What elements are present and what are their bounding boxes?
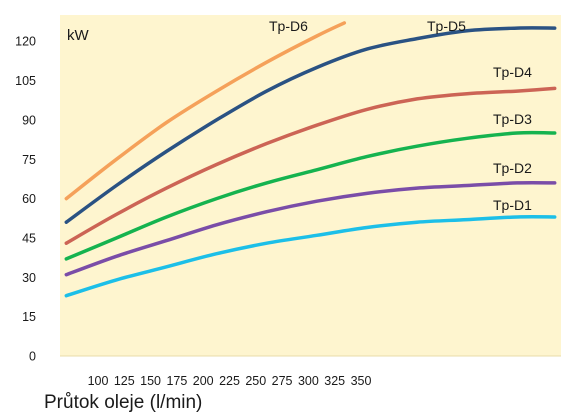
series-label-tp-d2: Tp-D2 <box>493 160 532 176</box>
x-tick-label: 225 <box>219 374 240 388</box>
x-tick-label: 250 <box>245 374 266 388</box>
y-tick-label: 75 <box>22 153 36 167</box>
series-label-tp-d4: Tp-D4 <box>493 64 532 80</box>
x-axis-label: Průtok oleje (l/min) <box>44 392 202 413</box>
series-label-tp-d6: Tp-D6 <box>269 18 308 34</box>
series-lines <box>64 21 557 298</box>
series-line-tp-d4 <box>64 86 557 245</box>
y-tick-label: 90 <box>22 113 36 127</box>
x-tick-label: 175 <box>166 374 187 388</box>
y-tick-labels: 0 15 30 45 60 75 90 105 120 <box>15 35 36 364</box>
y-tick-label: 60 <box>22 192 36 206</box>
series-line-tp-d5 <box>64 26 557 224</box>
series-label-tp-d3: Tp-D3 <box>493 111 532 127</box>
y-tick-label: 30 <box>22 271 36 285</box>
x-tick-label: 125 <box>114 374 135 388</box>
series-line-tp-d6 <box>64 21 347 201</box>
series-line-tp-d1 <box>64 215 557 298</box>
x-tick-labels: 100 125 150 175 200 225 250 275 300 325 350 <box>88 374 372 388</box>
x-tick-label: 100 <box>88 374 109 388</box>
y-tick-label: 120 <box>15 35 36 49</box>
y-tick-label: 15 <box>22 310 36 324</box>
y-tick-label: 0 <box>29 350 36 364</box>
series-line-tp-d2 <box>64 180 557 277</box>
x-tick-label: 350 <box>351 374 372 388</box>
y-axis-unit-label: kW <box>67 27 90 44</box>
x-tick-label: 150 <box>140 374 161 388</box>
x-tick-label: 325 <box>324 374 345 388</box>
x-tick-label: 300 <box>298 374 319 388</box>
y-tick-label: 45 <box>22 231 36 245</box>
series-labels: Tp-D1 Tp-D2 Tp-D3 Tp-D4 Tp-D5 Tp-D6 <box>269 18 532 213</box>
x-tick-label: 200 <box>193 374 214 388</box>
series-line-tp-d3 <box>64 130 557 261</box>
series-label-tp-d1: Tp-D1 <box>493 197 532 213</box>
x-tick-label: 275 <box>272 374 293 388</box>
y-tick-label: 105 <box>15 74 36 88</box>
series-label-tp-d5: Tp-D5 <box>427 18 466 34</box>
